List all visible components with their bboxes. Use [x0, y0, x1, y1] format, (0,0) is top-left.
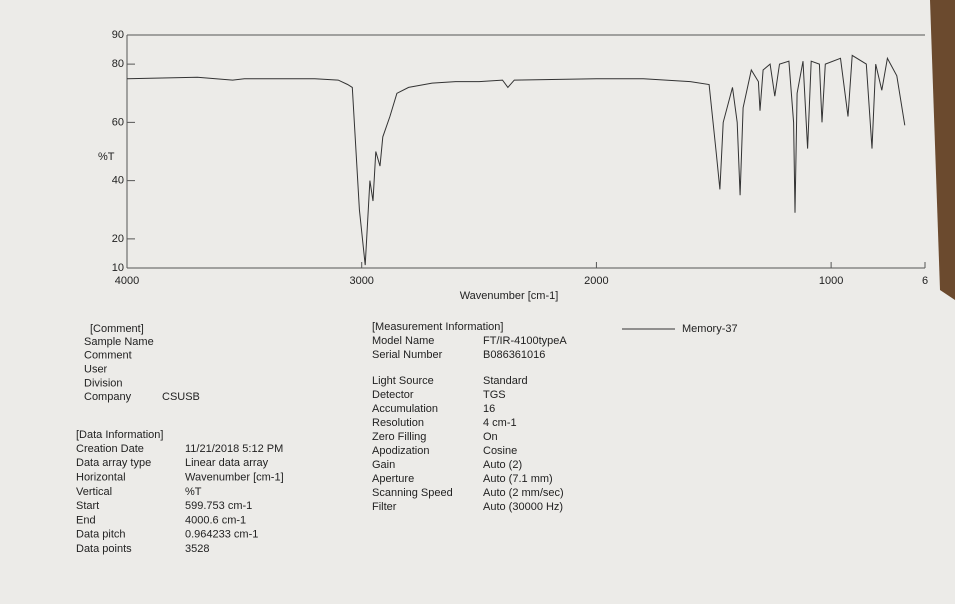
- field-value: 3528: [185, 543, 209, 555]
- field-label: Data array type: [76, 457, 151, 469]
- field-value: CSUSB: [162, 391, 200, 403]
- field-value: B086361016: [483, 349, 545, 361]
- field-value: TGS: [483, 389, 506, 401]
- field-label: Apodization: [372, 445, 430, 457]
- field-label: Light Source: [372, 375, 434, 387]
- field-value: On: [483, 431, 498, 443]
- field-value: 599.753 cm-1: [185, 500, 252, 512]
- y-tick-label: 60: [112, 116, 124, 128]
- field-label: Serial Number: [372, 349, 443, 361]
- y-axis-label: %T: [98, 151, 115, 163]
- section-heading: [Data Information]: [76, 429, 163, 441]
- field-value: 0.964233 cm-1: [185, 529, 258, 541]
- field-label: Data points: [76, 543, 132, 555]
- y-tick-label: 90: [112, 29, 124, 41]
- field-value: 4000.6 cm-1: [185, 514, 246, 526]
- field-label: End: [76, 514, 96, 526]
- field-value: 11/21/2018 5:12 PM: [185, 443, 283, 455]
- field-value: Standard: [483, 375, 528, 387]
- section-heading: [Comment]: [90, 323, 144, 335]
- field-label: Accumulation: [372, 403, 438, 415]
- x-tick-label: 6: [922, 275, 928, 287]
- wood-edge: [930, 0, 955, 300]
- field-value: Auto (7.1 mm): [483, 473, 553, 485]
- field-label: Division: [84, 377, 123, 389]
- field-label: Vertical: [76, 486, 112, 498]
- field-label: Comment: [84, 350, 132, 362]
- field-value: Linear data array: [185, 457, 269, 469]
- field-label: Detector: [372, 389, 414, 401]
- field-label: Data pitch: [76, 529, 126, 541]
- field-label: Gain: [372, 459, 395, 471]
- field-value: Cosine: [483, 445, 517, 457]
- x-tick-label: 4000: [115, 275, 139, 287]
- field-label: Model Name: [372, 335, 434, 347]
- field-value: 16: [483, 403, 495, 415]
- field-value: FT/IR-4100typeA: [483, 335, 567, 347]
- section-heading: [Measurement Information]: [372, 321, 503, 333]
- field-label: Resolution: [372, 417, 424, 429]
- field-label: Scanning Speed: [372, 487, 453, 499]
- x-tick-label: 3000: [349, 275, 373, 287]
- field-label: User: [84, 364, 108, 376]
- x-axis-label: Wavenumber [cm-1]: [460, 290, 559, 302]
- field-value: Auto (30000 Hz): [483, 501, 563, 513]
- x-tick-label: 1000: [819, 275, 843, 287]
- field-label: Start: [76, 500, 99, 512]
- field-label: Creation Date: [76, 443, 144, 455]
- field-label: Company: [84, 391, 132, 403]
- field-label: Filter: [372, 501, 397, 513]
- field-value: Auto (2): [483, 459, 522, 471]
- y-tick-label: 20: [112, 233, 124, 245]
- y-tick-label: 80: [112, 58, 124, 70]
- field-value: 4 cm-1: [483, 417, 517, 429]
- spectrum-line: [126, 54, 906, 266]
- field-label: Aperture: [372, 473, 414, 485]
- field-label: Zero Filling: [372, 431, 426, 443]
- field-label: Sample Name: [84, 336, 154, 348]
- y-tick-label: 40: [112, 175, 124, 187]
- field-value: %T: [185, 486, 202, 498]
- x-tick-label: 2000: [584, 275, 608, 287]
- y-tick-label: 10: [112, 262, 124, 274]
- field-label: Horizontal: [76, 472, 126, 484]
- field-value: Wavenumber [cm-1]: [185, 472, 284, 484]
- field-value: Auto (2 mm/sec): [483, 487, 564, 499]
- legend-label: Memory-37: [682, 323, 738, 335]
